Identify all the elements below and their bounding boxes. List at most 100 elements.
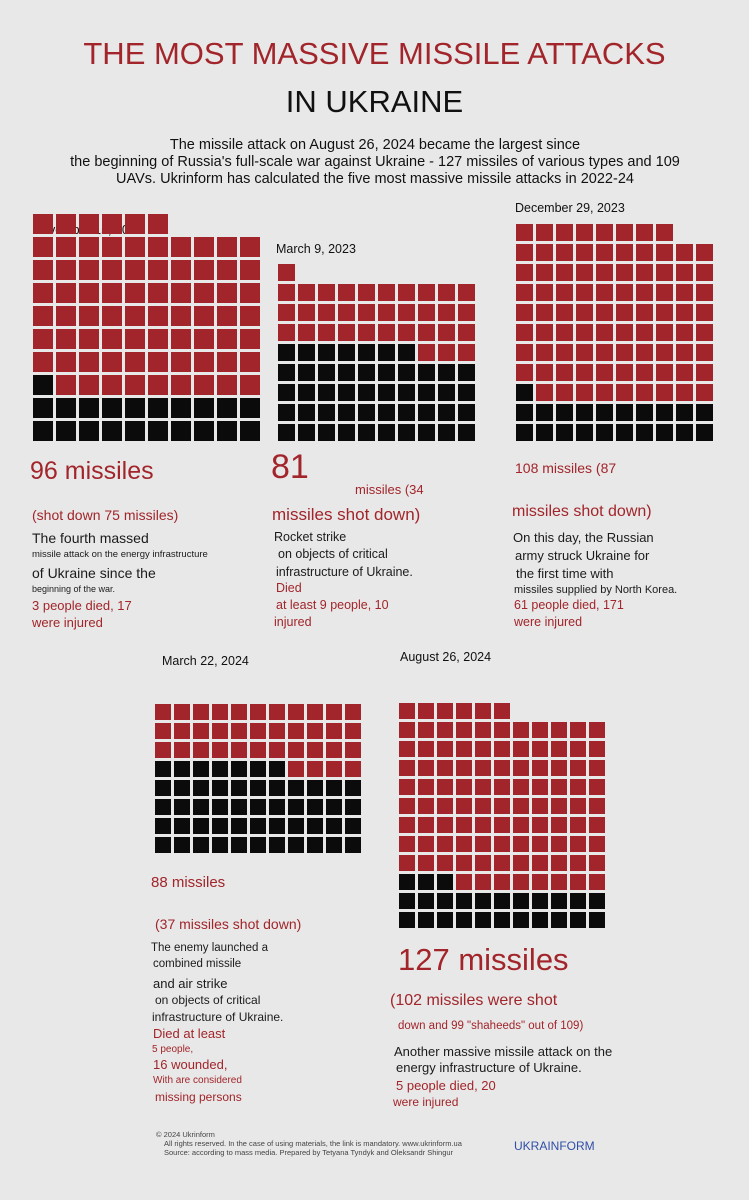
missile-cell-not-shot-down <box>102 398 122 418</box>
missile-cell-shot-down <box>616 264 633 281</box>
missile-cell-not-shot-down <box>418 424 435 441</box>
missile-cell-not-shot-down <box>33 421 53 441</box>
missile-cell-shot-down <box>570 817 586 833</box>
missile-cell-shot-down <box>148 214 168 234</box>
missile-cell-shot-down <box>102 352 122 372</box>
missile-cell-shot-down <box>102 329 122 349</box>
description-line: on objects of critical <box>278 547 388 561</box>
missile-cell-not-shot-down <box>596 424 613 441</box>
missile-cell-shot-down <box>194 329 214 349</box>
missile-cell-shot-down <box>589 836 605 852</box>
missile-cell-not-shot-down <box>250 837 266 853</box>
missile-cell-shot-down <box>494 855 510 871</box>
missile-cell-shot-down <box>475 836 491 852</box>
missile-cell-shot-down <box>326 742 342 758</box>
missile-cell-shot-down <box>193 704 209 720</box>
missile-cell-not-shot-down <box>345 818 361 834</box>
missile-cell-shot-down <box>307 723 323 739</box>
missile-cell-not-shot-down <box>193 818 209 834</box>
missile-cell-shot-down <box>676 264 693 281</box>
missile-cell-not-shot-down <box>326 837 342 853</box>
missile-cell-not-shot-down <box>437 893 453 909</box>
missile-cell-shot-down <box>532 874 548 890</box>
missile-cell-shot-down <box>240 352 260 372</box>
casualties-line: 5 people, <box>152 1044 194 1055</box>
missile-cell-not-shot-down <box>212 761 228 777</box>
missile-cell-shot-down <box>125 352 145 372</box>
missile-cell-not-shot-down <box>326 799 342 815</box>
missile-cell-not-shot-down <box>326 818 342 834</box>
missile-cell-shot-down <box>516 324 533 341</box>
intro-text: The missile attack on August 26, 2024 be… <box>40 137 710 188</box>
missile-cell-shot-down <box>556 264 573 281</box>
missile-cell-shot-down <box>656 344 673 361</box>
missile-cell-shot-down <box>437 798 453 814</box>
missile-cell-not-shot-down <box>250 818 266 834</box>
missile-cell-not-shot-down <box>231 818 247 834</box>
total-missiles: 88 missiles <box>151 874 226 891</box>
description-line: missiles supplied by North Korea. <box>514 584 678 596</box>
missile-cell-not-shot-down <box>556 404 573 421</box>
missile-cell-shot-down <box>513 817 529 833</box>
missile-cell-shot-down <box>298 304 315 321</box>
description-line: of Ukraine since the <box>32 565 156 581</box>
missile-cell-shot-down <box>399 760 415 776</box>
missile-cell-not-shot-down <box>56 421 76 441</box>
missile-cell-shot-down <box>240 237 260 257</box>
missile-cell-not-shot-down <box>437 912 453 928</box>
missile-cell-shot-down <box>399 722 415 738</box>
missile-cell-shot-down <box>536 264 553 281</box>
missile-cell-shot-down <box>193 723 209 739</box>
missile-cell-shot-down <box>556 364 573 381</box>
missile-cell-shot-down <box>174 742 190 758</box>
missile-cell-shot-down <box>596 284 613 301</box>
missile-cell-shot-down <box>551 798 567 814</box>
missile-cell-shot-down <box>148 283 168 303</box>
shot-down-label: missiles (34 <box>355 482 424 497</box>
missile-cell-shot-down <box>56 352 76 372</box>
missile-cell-shot-down <box>475 741 491 757</box>
missile-cell-not-shot-down <box>556 424 573 441</box>
missile-cell-shot-down <box>570 874 586 890</box>
missile-cell-not-shot-down <box>398 424 415 441</box>
missile-cell-shot-down <box>576 384 593 401</box>
missile-cell-shot-down <box>102 306 122 326</box>
missile-cell-shot-down <box>513 798 529 814</box>
description-line: the first time with <box>516 566 614 581</box>
missile-cell-not-shot-down <box>378 344 395 361</box>
waffle-grid <box>278 264 475 441</box>
missile-cell-not-shot-down <box>438 424 455 441</box>
shot-down-label: missiles shot down) <box>272 505 421 524</box>
missile-cell-shot-down <box>570 798 586 814</box>
missile-cell-shot-down <box>33 283 53 303</box>
missile-cell-shot-down <box>576 364 593 381</box>
missile-cell-shot-down <box>318 284 335 301</box>
missile-cell-not-shot-down <box>212 818 228 834</box>
missile-cell-shot-down <box>596 344 613 361</box>
missile-cell-shot-down <box>636 324 653 341</box>
missile-cell-shot-down <box>358 324 375 341</box>
missile-cell-shot-down <box>636 364 653 381</box>
casualties-line: injured <box>274 615 312 629</box>
missile-cell-shot-down <box>589 779 605 795</box>
date-label: December 29, 2023 <box>515 201 625 215</box>
missile-cell-not-shot-down <box>398 384 415 401</box>
missile-cell-shot-down <box>551 760 567 776</box>
missile-cell-shot-down <box>269 742 285 758</box>
missile-cell-shot-down <box>79 283 99 303</box>
missile-cell-shot-down <box>171 237 191 257</box>
missile-cell-not-shot-down <box>326 780 342 796</box>
missile-cell-shot-down <box>338 304 355 321</box>
missile-cell-not-shot-down <box>418 893 434 909</box>
missile-cell-not-shot-down <box>231 761 247 777</box>
missile-cell-not-shot-down <box>536 404 553 421</box>
missile-cell-shot-down <box>278 264 295 281</box>
missile-cell-shot-down <box>676 364 693 381</box>
missile-cell-shot-down <box>636 264 653 281</box>
missile-cell-shot-down <box>589 760 605 776</box>
missile-cell-shot-down <box>212 742 228 758</box>
missile-cell-shot-down <box>102 283 122 303</box>
missile-cell-not-shot-down <box>358 424 375 441</box>
missile-cell-not-shot-down <box>278 424 295 441</box>
missile-cell-shot-down <box>33 352 53 372</box>
